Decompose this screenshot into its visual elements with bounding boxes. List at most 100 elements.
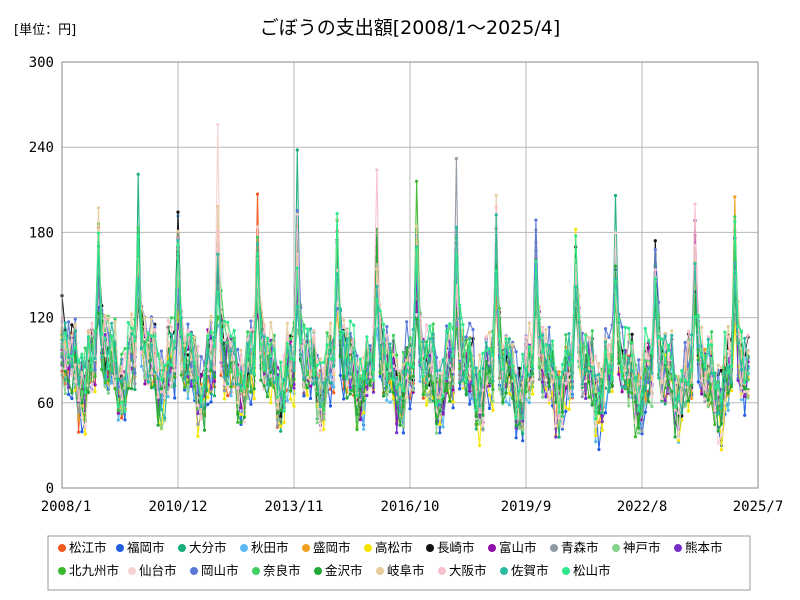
data-point (531, 367, 535, 371)
data-point (547, 401, 551, 405)
data-point (716, 412, 720, 416)
data-point (494, 205, 498, 209)
data-point (246, 354, 250, 358)
data-point (613, 264, 618, 268)
legend-label: 高松市 (375, 540, 413, 555)
data-point (325, 378, 329, 382)
data-point (739, 398, 744, 402)
data-point (570, 359, 575, 363)
data-point (739, 386, 744, 390)
data-point (504, 391, 508, 395)
data-point (381, 370, 386, 374)
data-point (222, 319, 226, 323)
data-point (371, 378, 376, 382)
data-point (146, 382, 150, 386)
data-point (385, 333, 389, 337)
data-point (73, 388, 77, 392)
data-point (739, 367, 744, 372)
data-point (338, 355, 342, 359)
data-point (521, 432, 525, 436)
data-point (408, 376, 412, 381)
data-point (365, 391, 369, 395)
data-point (660, 396, 664, 401)
data-point (521, 419, 525, 423)
data-point (511, 342, 515, 347)
x-tick-label: 2016/10 (380, 499, 439, 515)
data-point (186, 328, 190, 332)
data-point (468, 341, 472, 345)
data-point (173, 384, 177, 388)
legend-marker (302, 544, 310, 552)
data-point (491, 408, 495, 412)
data-point (156, 423, 160, 427)
data-point (537, 366, 541, 370)
data-point (607, 365, 611, 369)
data-point (597, 361, 601, 365)
data-point (206, 402, 210, 406)
data-point (83, 425, 87, 429)
data-point (637, 408, 641, 412)
data-point (371, 325, 376, 329)
data-point (716, 380, 720, 384)
data-point (517, 388, 522, 392)
data-point (355, 412, 359, 416)
data-point (149, 343, 154, 347)
data-point (398, 369, 402, 373)
data-point (113, 342, 117, 346)
data-point (212, 394, 217, 398)
data-point (239, 370, 243, 374)
data-point (733, 195, 737, 199)
data-point (189, 384, 193, 388)
data-point (494, 194, 498, 198)
data-point (348, 319, 352, 323)
data-point (222, 347, 226, 351)
data-point (106, 350, 110, 355)
data-point (110, 321, 114, 325)
data-point (607, 335, 611, 339)
data-point (183, 386, 187, 390)
data-point (73, 329, 77, 333)
data-point (507, 353, 511, 357)
data-point (527, 321, 531, 325)
data-point (246, 396, 250, 400)
data-point (458, 377, 462, 381)
data-point (587, 362, 591, 366)
data-point (650, 351, 654, 355)
data-point (159, 349, 163, 353)
data-point (739, 329, 744, 333)
data-point (415, 317, 419, 321)
data-point (673, 405, 677, 409)
data-point (448, 378, 452, 382)
data-point (139, 364, 144, 368)
data-point (103, 317, 107, 321)
data-point (405, 394, 409, 398)
data-point (627, 356, 631, 360)
data-point (637, 426, 641, 430)
data-point (80, 389, 84, 393)
data-point (461, 384, 465, 388)
data-point (660, 379, 664, 383)
legend-label: 大分市 (189, 540, 227, 555)
data-point (458, 367, 462, 371)
data-point (438, 409, 442, 413)
data-point (524, 335, 528, 339)
data-point (653, 239, 657, 243)
y-tick-label: 120 (29, 311, 54, 327)
data-point (504, 379, 508, 383)
data-point (501, 367, 505, 371)
data-point (481, 367, 485, 371)
data-point (199, 417, 203, 421)
data-point (355, 354, 359, 358)
data-point (633, 420, 638, 424)
data-point (236, 420, 240, 424)
data-point (680, 368, 684, 373)
data-point (285, 398, 289, 402)
data-point (441, 425, 445, 429)
data-point (620, 385, 624, 389)
data-point (236, 400, 240, 405)
data-point (93, 368, 97, 372)
data-point (67, 392, 71, 396)
data-point (166, 395, 170, 399)
legend-label: 松江市 (69, 540, 107, 555)
data-point (597, 447, 601, 452)
